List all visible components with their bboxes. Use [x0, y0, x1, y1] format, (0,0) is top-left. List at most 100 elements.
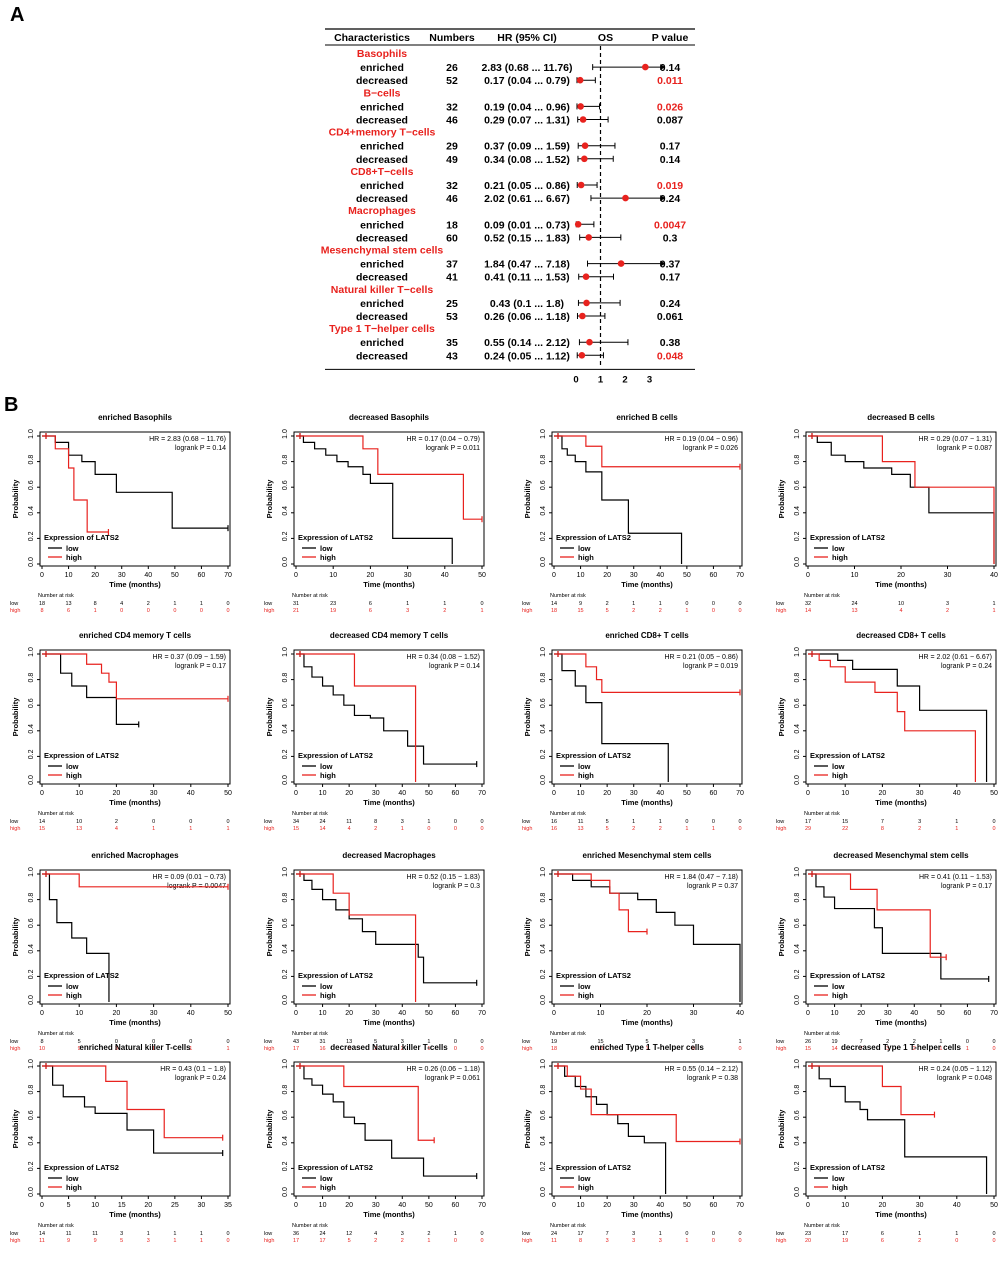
- y-tick-label: 0.8: [540, 455, 547, 465]
- row-number: 35: [446, 337, 458, 349]
- km-hr: HR = 0.17 (0.04 − 0.79): [406, 436, 480, 443]
- y-tick-label: 0.6: [540, 918, 547, 928]
- risk-low-value: 23: [805, 1231, 811, 1237]
- row-hr-ci: 0.19 (0.04 ... 0.96): [484, 101, 570, 113]
- x-tick-label: 30: [630, 572, 638, 579]
- risk-high-label: high: [10, 1238, 20, 1244]
- row-hr-ci: 0.37 (0.09 ... 1.59): [484, 141, 570, 153]
- y-tick-label: 0.0: [28, 995, 35, 1005]
- x-tick-label: 20: [643, 1010, 651, 1017]
- x-tick-label: 50: [425, 1010, 433, 1017]
- legend-low-label: low: [66, 1174, 79, 1183]
- km-hr: HR = 0.34 (0.08 − 1.52): [406, 654, 480, 661]
- km-title: decreased Natural killer T-cells: [330, 1043, 448, 1052]
- risk-table-title: Number at risk: [292, 1223, 328, 1229]
- row-number: 25: [446, 298, 458, 310]
- x-tick-label: 50: [683, 790, 691, 797]
- risk-low-label: low: [522, 819, 530, 825]
- km-title: enriched Macrophages: [91, 851, 179, 860]
- plot-frame: [551, 431, 743, 567]
- row-p-value: 0.24: [660, 193, 681, 205]
- risk-low-value: 13: [66, 601, 72, 607]
- risk-low-value: 24: [320, 1231, 326, 1237]
- km-curve-low: [42, 653, 139, 725]
- risk-low-value: 18: [39, 601, 45, 607]
- risk-low-value: 2: [913, 1039, 916, 1045]
- km-curve-low: [296, 653, 477, 765]
- y-tick-label: 0.6: [540, 480, 547, 490]
- y-tick-label: 0.8: [794, 673, 801, 683]
- row-hr-ci: 0.41 (0.11 ... 1.53): [484, 272, 569, 284]
- x-tick-label: 30: [884, 1010, 892, 1017]
- km-curve-low: [808, 1065, 988, 1194]
- x-tick-label: 30: [404, 572, 412, 579]
- y-tick-label: 0.6: [282, 480, 289, 490]
- km-logrank: logrank P = 0.37: [687, 883, 738, 890]
- risk-high-value: 13: [851, 608, 857, 614]
- x-tick-label: 60: [452, 1202, 460, 1209]
- km-chart-svg: decreased Mesenchymal stem cells HR = 0.4…: [776, 851, 998, 1052]
- row-number: 32: [446, 180, 458, 192]
- risk-low-value: 0: [480, 601, 483, 607]
- y-tick-label: 0.8: [28, 455, 35, 465]
- x-tick-label: 30: [916, 1202, 924, 1209]
- row-number: 52: [446, 75, 458, 87]
- risk-low-value: 43: [293, 1039, 299, 1045]
- risk-high-value: 19: [842, 1238, 848, 1244]
- row-number: 49: [446, 154, 458, 166]
- y-tick-label: 0.8: [28, 673, 35, 683]
- row-p-value: 0.011: [657, 75, 683, 87]
- km-hr: HR = 0.29 (0.07 − 1.31): [918, 436, 992, 443]
- km-curve-high: [42, 653, 228, 700]
- km-hr: HR = 0.21 (0.05 − 0.86): [664, 654, 738, 661]
- x-tick-label: 10: [319, 1202, 327, 1209]
- row-label: decreased: [356, 350, 408, 362]
- km-title: decreased CD8+ T cells: [856, 631, 946, 640]
- risk-high-label: high: [776, 1238, 786, 1244]
- risk-high-value: 1: [992, 608, 995, 614]
- x-tick-label: 40: [656, 790, 664, 797]
- x-tick-label: 70: [736, 1202, 744, 1209]
- risk-low-value: 4: [120, 601, 123, 607]
- risk-low-value: 1: [632, 819, 635, 825]
- y-tick-label: 0.8: [540, 673, 547, 683]
- legend-title: Expression of LATS2: [298, 971, 373, 980]
- legend-low-label: low: [832, 1174, 845, 1183]
- y-axis-label: Probability: [265, 1109, 274, 1149]
- risk-table-title: Number at risk: [292, 811, 328, 817]
- x-tick-label: 70: [224, 572, 232, 579]
- group-label: Natural killer T−cells: [331, 284, 434, 296]
- risk-low-value: 0: [226, 601, 229, 607]
- legend-low-label: low: [578, 1174, 591, 1183]
- legend-low-label: low: [320, 544, 333, 553]
- y-tick-label: 0.8: [282, 455, 289, 465]
- legend-title: Expression of LATS2: [44, 533, 119, 542]
- risk-high-value: 1: [939, 1046, 942, 1052]
- x-tick-label: 50: [990, 790, 998, 797]
- risk-low-value: 2: [147, 601, 150, 607]
- risk-low-value: 1: [738, 1039, 741, 1045]
- risk-high-value: 0: [120, 608, 123, 614]
- x-tick-label: 50: [224, 790, 232, 797]
- y-tick-label: 0.6: [282, 918, 289, 928]
- risk-high-value: 3: [886, 1046, 889, 1052]
- risk-high-value: 0: [480, 1046, 483, 1052]
- x-tick-label: 30: [198, 1202, 206, 1209]
- km-curve-low: [808, 435, 995, 564]
- hr-point: [574, 221, 582, 228]
- y-tick-label: 0.6: [540, 1110, 547, 1120]
- risk-low-value: 3: [401, 1039, 404, 1045]
- km-curve-high: [296, 653, 417, 782]
- y-axis-label: Probability: [777, 917, 786, 957]
- group-label: CD4+memory T−cells: [329, 127, 436, 139]
- y-tick-label: 0.4: [794, 944, 801, 954]
- km-logrank: logrank P = 0.3: [433, 883, 480, 890]
- risk-high-value: 16: [551, 826, 557, 832]
- risk-low-value: 1: [200, 601, 203, 607]
- legend-low-label: low: [832, 544, 845, 553]
- y-tick-label: 0.2: [540, 531, 547, 541]
- risk-low-value: 0: [992, 1231, 995, 1237]
- risk-high-label: high: [264, 608, 274, 614]
- risk-table-title: Number at risk: [804, 1031, 840, 1037]
- y-tick-label: 0.4: [540, 1136, 547, 1146]
